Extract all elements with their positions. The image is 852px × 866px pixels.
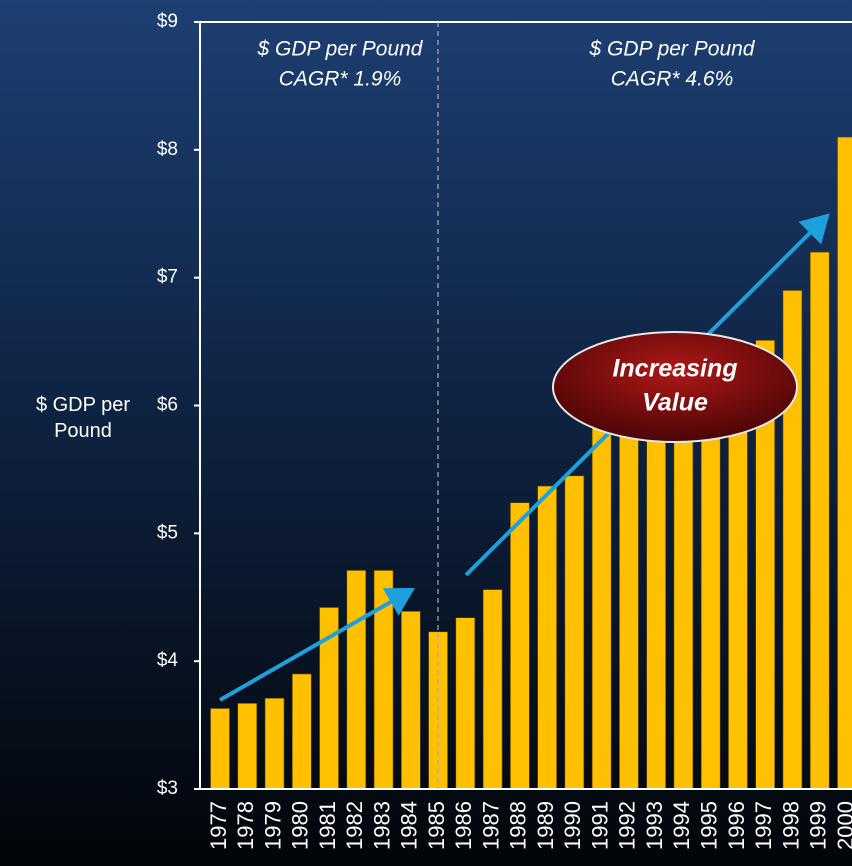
bar <box>728 379 748 790</box>
x-tick-label: 1984 <box>397 801 422 850</box>
x-tick-label: 1995 <box>696 801 721 850</box>
bar <box>401 611 421 790</box>
x-tick-label: 1989 <box>533 801 558 850</box>
trend-arrow <box>219 588 415 702</box>
bar <box>809 251 830 790</box>
x-tick-label: 1982 <box>342 801 367 850</box>
x-tick-label: 1981 <box>315 801 340 850</box>
bar <box>264 697 285 790</box>
y-tick-label: $6 <box>157 395 178 416</box>
x-tick-label: 1986 <box>451 801 476 850</box>
bar <box>564 475 585 790</box>
annotation: CAGR* 1.9% <box>279 68 402 91</box>
y-tick-label: $9 <box>157 11 178 32</box>
bar <box>510 502 530 790</box>
bar <box>646 411 666 790</box>
y-tick-label: $7 <box>157 267 178 288</box>
x-tick-label: 1997 <box>751 801 776 850</box>
x-tick-label: 1996 <box>724 801 749 850</box>
annotation: $ GDP per Pound <box>257 38 424 61</box>
bar <box>619 417 639 790</box>
x-tick-label: 1985 <box>424 801 449 850</box>
callout-bubble <box>552 331 798 443</box>
x-tick-label: 1978 <box>233 801 258 850</box>
x-tick-label: 1993 <box>642 801 667 850</box>
x-tick-label: 2000 <box>833 801 852 850</box>
y-axis-label: $ GDP per Pound <box>35 394 131 442</box>
callout-text: Increasing <box>612 355 737 383</box>
x-tick-label: 1987 <box>478 801 503 850</box>
bar <box>291 673 312 790</box>
bar <box>210 708 230 790</box>
x-tick-label: 1980 <box>288 801 313 850</box>
x-tick-label: 1983 <box>369 801 394 850</box>
x-tick-label: 1988 <box>506 801 531 850</box>
annotation: CAGR* 4.6% <box>611 68 734 91</box>
bar <box>482 589 503 790</box>
annotation: $ GDP per Pound <box>589 38 756 61</box>
y-tick-label: $3 <box>157 778 178 799</box>
x-tick-label: 1977 <box>206 801 231 850</box>
x-tick-label: 1998 <box>778 801 803 850</box>
bar <box>346 570 367 790</box>
y-tick-label: $5 <box>157 522 178 543</box>
x-tick-label: 1991 <box>587 801 612 850</box>
x-tick-label: 1999 <box>806 801 831 850</box>
callout-text: Value <box>642 389 708 417</box>
bar <box>837 136 852 790</box>
bar <box>455 617 476 790</box>
bar <box>700 398 721 790</box>
y-tick-label: $4 <box>157 650 179 671</box>
bar <box>673 405 694 790</box>
bar <box>537 485 557 790</box>
x-tick-label: 1990 <box>560 801 585 850</box>
x-tick-label: 1992 <box>615 801 640 850</box>
bar <box>591 417 612 790</box>
y-tick-label: $8 <box>157 139 178 160</box>
x-tick-label: 1994 <box>669 801 694 850</box>
bar <box>237 703 258 790</box>
x-tick-label: 1979 <box>260 801 285 850</box>
